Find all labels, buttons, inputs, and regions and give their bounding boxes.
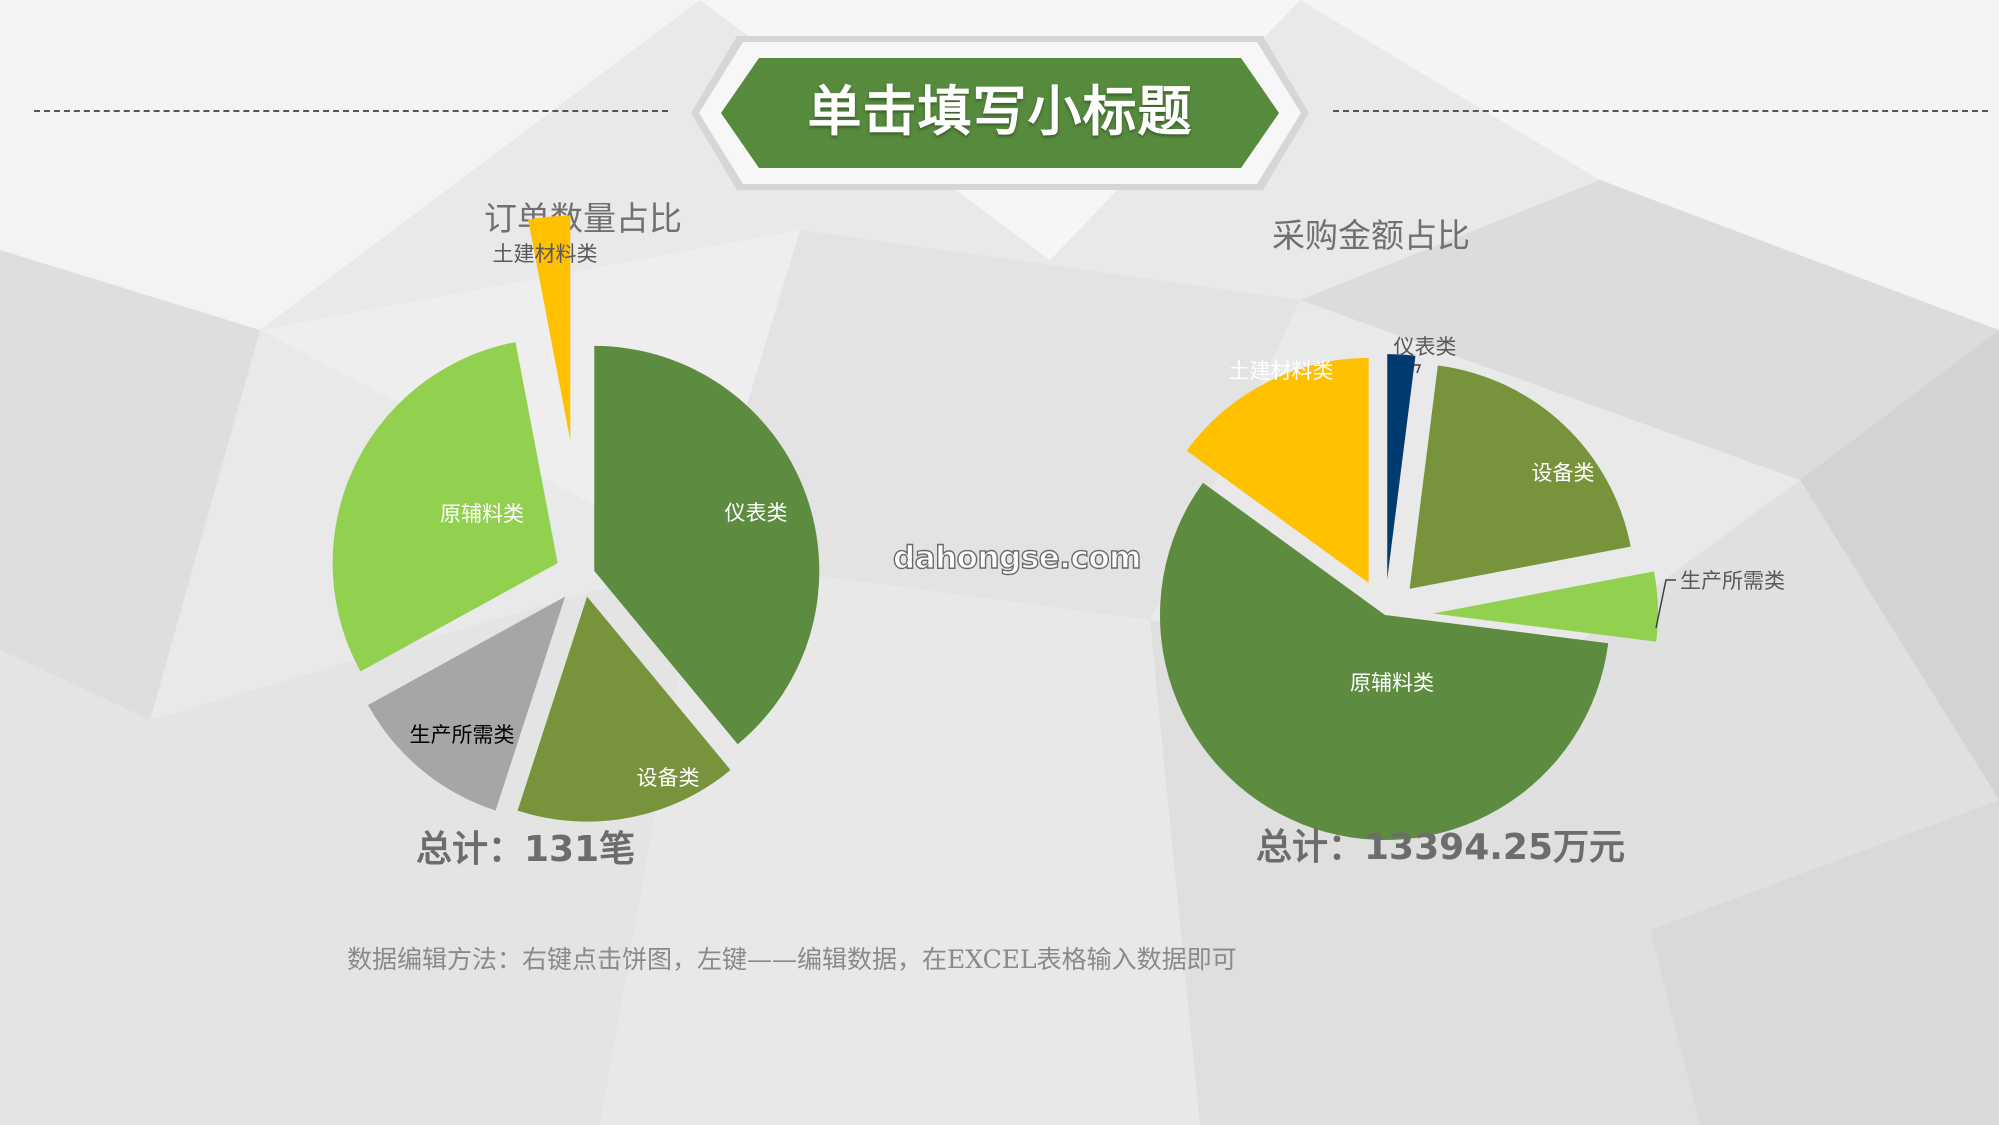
title-banner: [691, 36, 1309, 190]
pie-slice-生产所需类[interactable]: [367, 596, 566, 811]
total-purchase-amount: 总计：13394.25万元: [1256, 827, 1626, 868]
total-order-count: 总计：131笔: [416, 829, 636, 870]
pie-slice-仪表类[interactable]: [1387, 354, 1416, 580]
slice-label: 土建材料类: [1229, 359, 1334, 383]
slice-label: 生产所需类: [1680, 569, 1785, 593]
pie-slice-设备类[interactable]: [1409, 365, 1631, 589]
watermark-text: dahongse.com: [892, 539, 1142, 576]
slice-label: 仪表类: [1394, 335, 1457, 359]
pie-slice-设备类[interactable]: [517, 596, 731, 822]
slice-label: 设备类: [1532, 461, 1595, 485]
pie-slice-原辅料类[interactable]: [1160, 482, 1609, 840]
leader-line: [1655, 579, 1676, 629]
chart-title-order-count: 订单数量占比: [484, 199, 682, 238]
banner-title[interactable]: 单击填写小标题: [807, 80, 1193, 143]
slice-label: 土建材料类: [493, 242, 598, 266]
edit-instruction-note: 数据编辑方法：右键点击饼图，左键——编辑数据，在EXCEL表格输入数据即可: [347, 945, 1237, 974]
divider-dashed-left: [34, 110, 668, 112]
leader-line: [1414, 364, 1422, 374]
slice-label: 原辅料类: [1350, 671, 1434, 695]
pie-slice-土建材料类[interactable]: [528, 215, 571, 441]
pie-slice-生产所需类[interactable]: [1432, 571, 1658, 642]
chart-title-purchase-amount: 采购金额占比: [1272, 216, 1470, 255]
slice-label: 仪表类: [725, 501, 788, 525]
pie-slice-仪表类[interactable]: [594, 345, 820, 745]
slice-label: 设备类: [637, 766, 700, 790]
pie-slice-土建材料类[interactable]: [1186, 357, 1369, 583]
divider-dashed-right: [1333, 110, 1988, 112]
slice-label: 生产所需类: [410, 723, 515, 747]
slice-label: 原辅料类: [440, 502, 524, 526]
pie-slice-原辅料类[interactable]: [332, 342, 558, 672]
